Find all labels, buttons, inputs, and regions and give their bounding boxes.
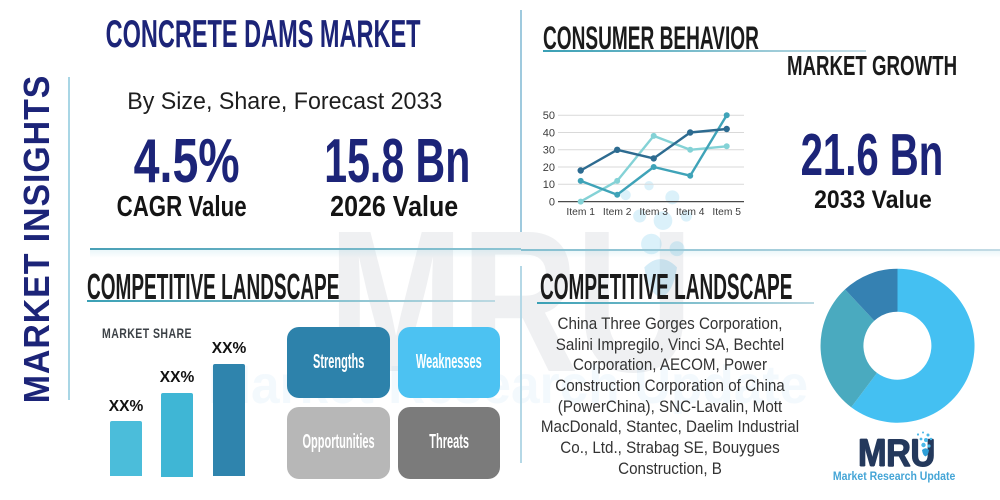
svg-text:Item 3: Item 3 (639, 207, 668, 218)
svg-text:50: 50 (543, 110, 555, 122)
svg-text:Item 4: Item 4 (676, 207, 705, 218)
svg-text:10: 10 (543, 179, 555, 191)
svg-text:40: 40 (543, 127, 555, 139)
svg-text:Item 2: Item 2 (603, 207, 632, 218)
svg-text:0: 0 (549, 196, 555, 208)
svg-text:20: 20 (543, 162, 555, 174)
svg-text:30: 30 (543, 145, 555, 157)
svg-text:Item 1: Item 1 (566, 207, 595, 218)
svg-text:Item 5: Item 5 (712, 207, 741, 218)
